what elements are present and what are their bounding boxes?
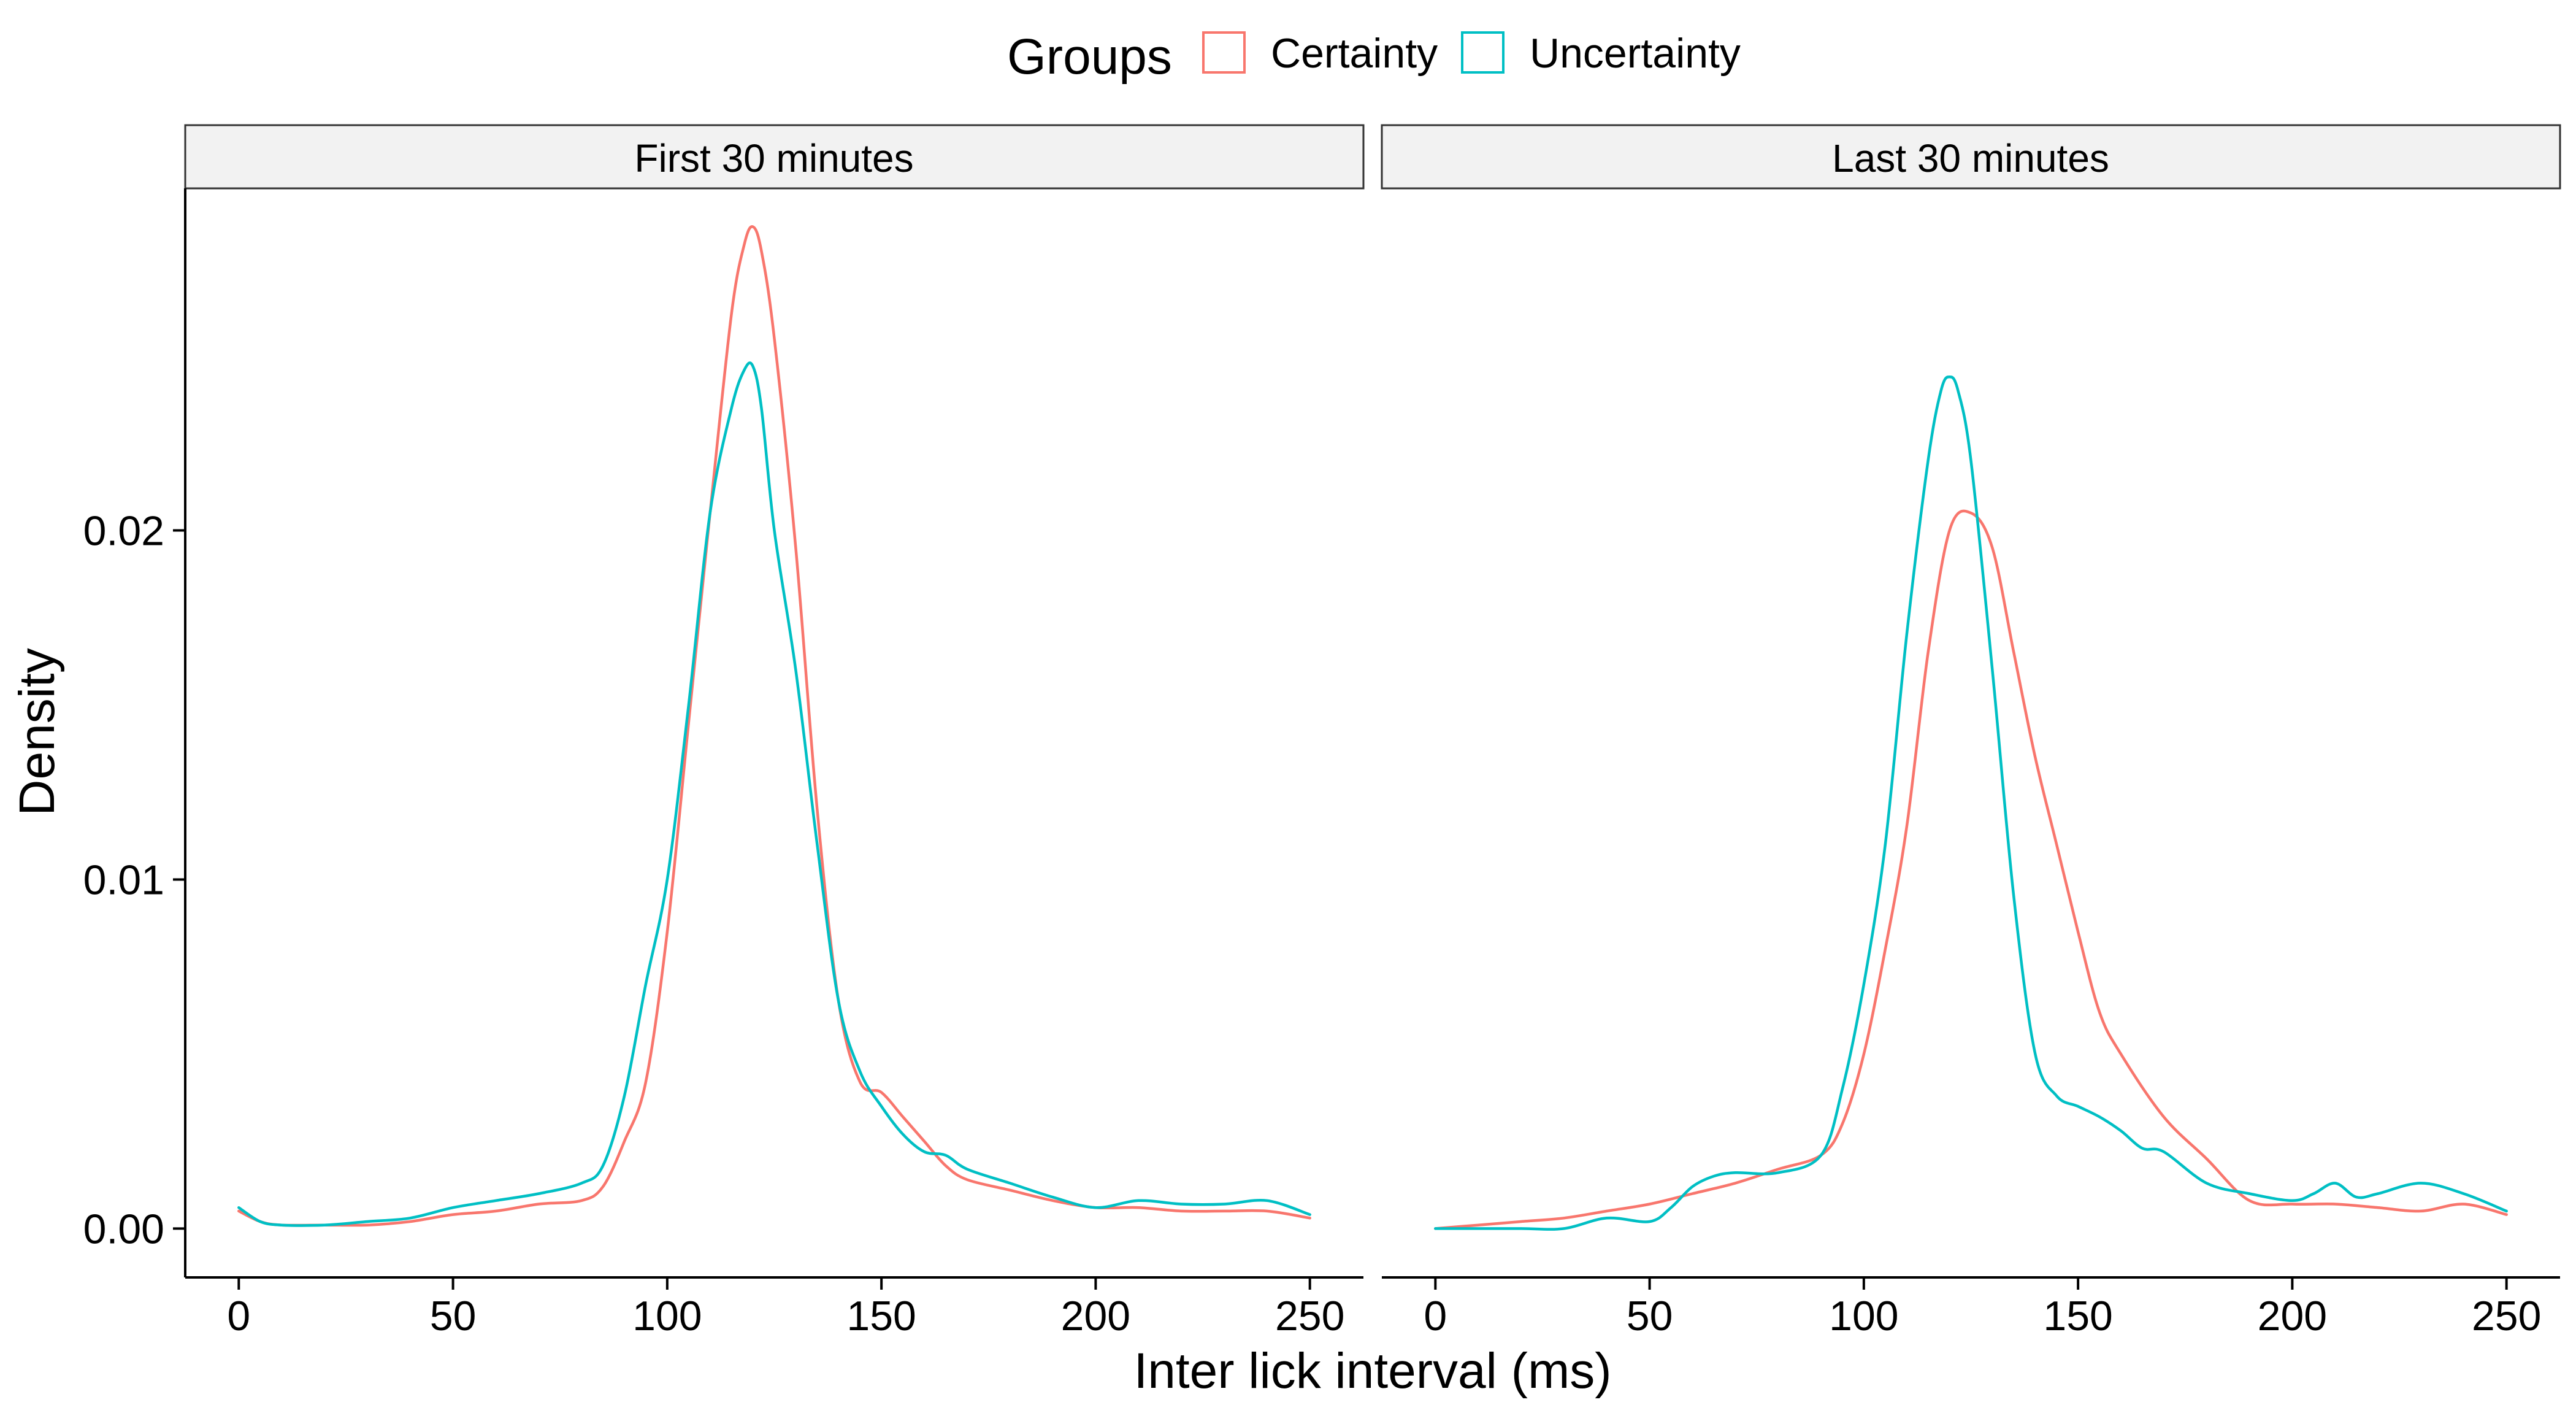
panel-first-30-minutes: 0 50 100 150 200 250 — [184, 188, 1363, 1339]
density-line-uncertainty — [237, 361, 1311, 1227]
x-tick-label: 250 — [2472, 1293, 2541, 1339]
x-tick-label: 200 — [1061, 1293, 1130, 1339]
legend-label-certainty: Certainty — [1271, 30, 1438, 77]
x-tick-label: 100 — [632, 1293, 702, 1339]
y-tick-label: 0.01 — [83, 857, 164, 903]
density-line-certainty — [237, 225, 1311, 1227]
x-tick-label: 50 — [1627, 1293, 1673, 1339]
facet-strip-first: First 30 minutes — [184, 124, 1365, 190]
facet-strip-last: Last 30 minutes — [1381, 124, 2561, 190]
y-tick-label: 0.00 — [83, 1206, 164, 1252]
x-tick-label: 200 — [2258, 1293, 2327, 1339]
x-tick-label: 150 — [846, 1293, 916, 1339]
x-tick-label: 250 — [1275, 1293, 1344, 1339]
x-tick-label: 100 — [1829, 1293, 1898, 1339]
x-tick-label: 0 — [227, 1293, 250, 1339]
x-tick-label: 150 — [2043, 1293, 2112, 1339]
legend: Groups Certainty Uncertainty — [1007, 29, 1741, 85]
legend-key-uncertainty — [1461, 31, 1505, 74]
legend-title: Groups — [1007, 29, 1172, 85]
legend-label-uncertainty: Uncertainty — [1530, 30, 1741, 77]
panel-last-30-minutes: 0 50 100 150 200 250 — [1382, 375, 2560, 1339]
y-tick-label: 0.02 — [83, 508, 164, 555]
x-tick-label: 0 — [1424, 1293, 1447, 1339]
x-axis-title: Inter lick interval (ms) — [1133, 1343, 1611, 1399]
legend-key-certainty — [1202, 31, 1246, 74]
x-tick-label: 50 — [430, 1293, 477, 1339]
facet-label-last: Last 30 minutes — [1832, 136, 2109, 180]
density-line-uncertainty — [1434, 375, 2508, 1231]
y-axis-title: Density — [9, 648, 65, 815]
facet-label-first: First 30 minutes — [634, 136, 913, 180]
density-line-certainty — [1434, 509, 2508, 1230]
y-axis: 0.00 0.01 0.02 — [83, 508, 185, 1252]
